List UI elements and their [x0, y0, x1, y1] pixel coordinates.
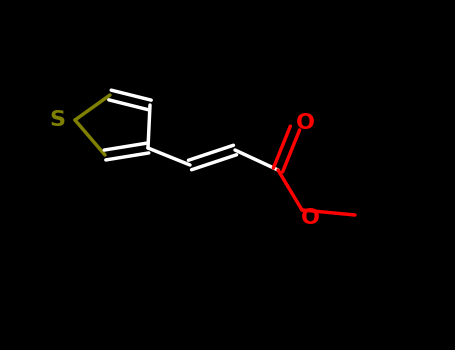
Text: O: O — [295, 113, 314, 133]
Text: S: S — [49, 110, 65, 130]
Text: O: O — [300, 208, 319, 228]
